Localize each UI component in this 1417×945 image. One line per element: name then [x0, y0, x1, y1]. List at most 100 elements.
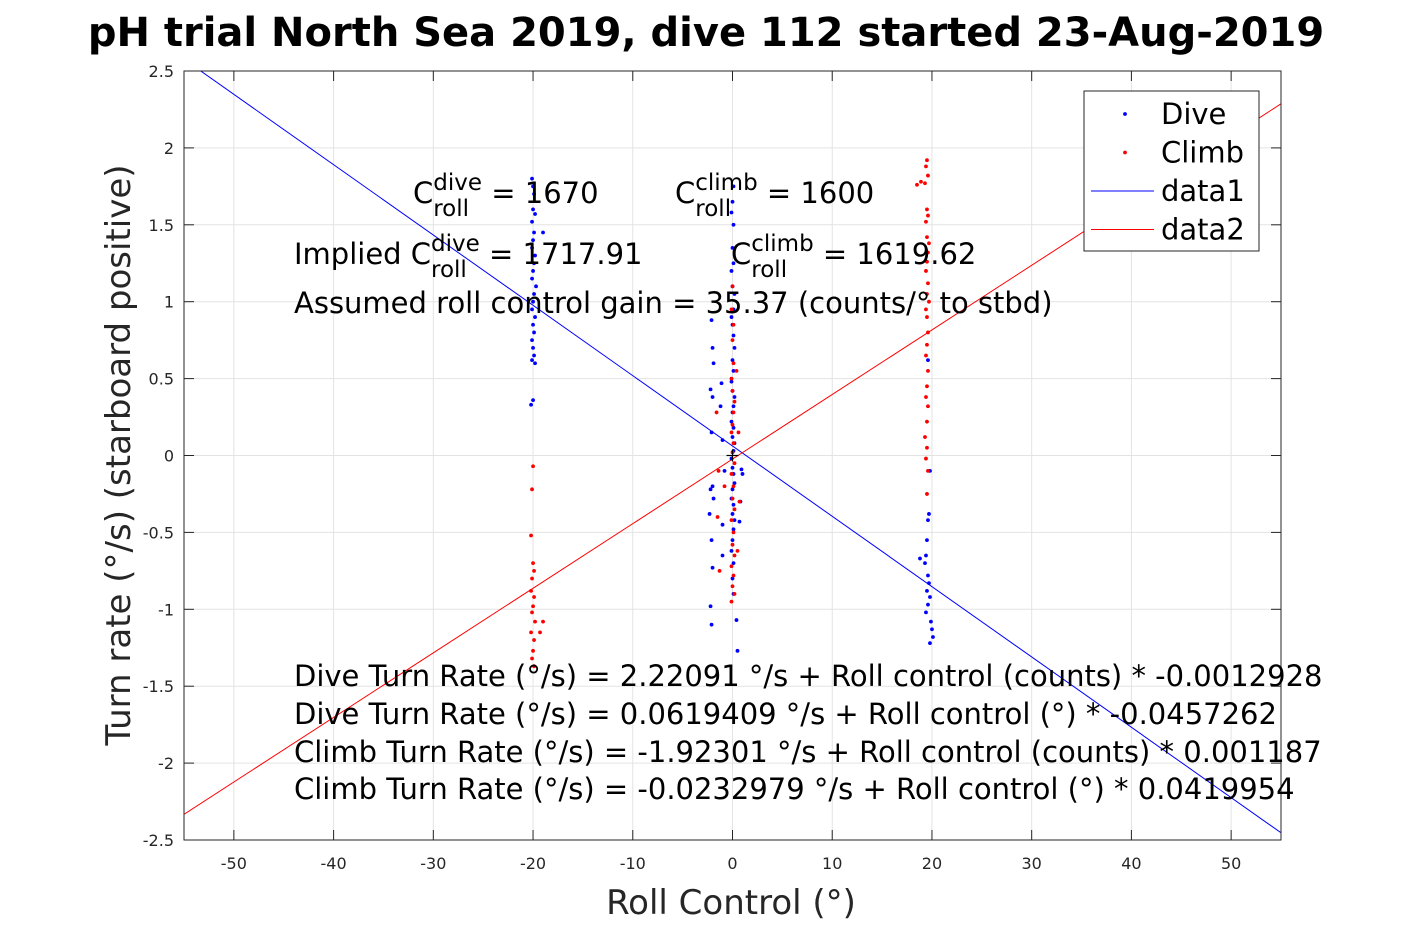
point-climb	[715, 515, 720, 519]
point-dive	[734, 618, 739, 622]
annotation-c-climb: Cclimb roll = 1600	[675, 170, 874, 222]
point-dive	[531, 322, 535, 327]
y-tick-label: -1.5	[143, 677, 174, 696]
point-climb	[731, 441, 736, 446]
point-dive	[927, 581, 931, 586]
x-axis-label: Roll Control (°)	[606, 883, 856, 923]
point-climb	[926, 330, 930, 335]
point-climb	[926, 281, 930, 286]
annotation-implied-climb: Cclimb roll = 1619.62	[731, 231, 976, 283]
x-tick-label: 10	[822, 854, 842, 873]
point-dive	[730, 199, 735, 204]
point-dive	[709, 538, 714, 542]
x-tick-label: -50	[221, 854, 247, 873]
point-climb	[926, 213, 930, 218]
point-climb	[926, 250, 930, 255]
point-dive	[735, 648, 740, 653]
point-dive	[532, 330, 536, 335]
y-tick-label: -0.5	[143, 523, 174, 542]
point-dive	[730, 576, 735, 581]
point-dive	[729, 315, 734, 319]
point-dive	[541, 230, 545, 235]
point-dive	[530, 358, 534, 363]
point-climb	[731, 530, 736, 535]
point-climb	[735, 548, 740, 553]
point-climb	[729, 307, 734, 312]
point-climb	[924, 395, 928, 399]
point-climb	[923, 181, 927, 186]
point-dive	[737, 519, 742, 524]
point-climb	[926, 404, 930, 409]
point-dive	[532, 292, 536, 296]
annotation-gain: Assumed roll control gain = 35.37 (count…	[294, 286, 1053, 320]
point-climb	[731, 484, 736, 489]
point-dive	[732, 345, 737, 350]
point-dive	[730, 487, 735, 492]
annotation-eq1: Dive Turn Rate (°/s) = 2.22091 °/s + Rol…	[294, 659, 1322, 693]
point-climb	[731, 322, 736, 327]
point-dive	[530, 276, 534, 281]
point-climb	[541, 619, 545, 624]
y-tick-label: 1	[164, 293, 174, 312]
point-climb	[915, 182, 919, 187]
point-climb	[737, 499, 742, 504]
point-dive	[729, 269, 734, 273]
point-dive	[720, 522, 725, 527]
point-climb	[731, 361, 736, 366]
point-climb	[529, 588, 533, 593]
point-climb	[924, 269, 928, 273]
y-tick-label: 0	[164, 447, 174, 466]
point-dive	[533, 361, 537, 366]
point-dive	[710, 345, 715, 350]
point-climb	[730, 389, 735, 393]
point-dive	[740, 472, 745, 476]
point-dive	[718, 404, 723, 409]
legend-marker-dive	[1123, 112, 1127, 116]
point-dive	[720, 438, 725, 443]
point-dive	[531, 345, 535, 350]
point-dive	[711, 496, 716, 501]
point-dive	[926, 358, 930, 363]
point-climb	[714, 410, 719, 415]
point-climb	[531, 604, 535, 609]
point-climb	[919, 179, 923, 184]
point-climb	[925, 342, 929, 347]
legend-label: Dive	[1161, 97, 1226, 131]
point-dive	[531, 207, 535, 212]
point-dive	[729, 210, 734, 215]
x-tick-label: 0	[727, 854, 737, 873]
point-dive	[530, 176, 534, 181]
point-dive	[923, 561, 927, 566]
y-axis-label: Turn rate (°/s) (starboard positive)	[99, 164, 139, 746]
point-dive	[531, 269, 535, 273]
point-climb	[924, 307, 928, 312]
x-tick-label: 30	[1022, 854, 1042, 873]
point-climb	[925, 492, 929, 496]
point-dive	[732, 292, 737, 296]
point-climb	[731, 573, 736, 578]
point-dive	[532, 230, 536, 235]
legend-label: data2	[1161, 213, 1245, 247]
annotation-eq4: Climb Turn Rate (°/s) = -0.0232979 °/s +…	[294, 772, 1295, 806]
point-dive	[731, 184, 736, 189]
point-dive	[729, 379, 734, 384]
point-dive	[731, 333, 736, 338]
point-climb	[736, 430, 741, 435]
point-climb	[732, 507, 737, 512]
point-dive	[707, 512, 712, 516]
point-dive	[730, 465, 735, 470]
point-dive	[730, 245, 735, 250]
point-dive	[710, 484, 715, 489]
point-climb	[925, 419, 929, 424]
point-climb	[531, 464, 535, 469]
point-dive	[533, 253, 537, 258]
point-climb	[729, 564, 734, 569]
point-dive	[924, 553, 928, 558]
point-dive	[739, 467, 744, 472]
point-climb	[722, 484, 727, 489]
y-tick-label: 2.5	[149, 62, 174, 81]
point-dive	[731, 404, 736, 409]
point-dive	[719, 381, 724, 386]
point-dive	[710, 395, 715, 399]
point-dive	[730, 538, 735, 542]
